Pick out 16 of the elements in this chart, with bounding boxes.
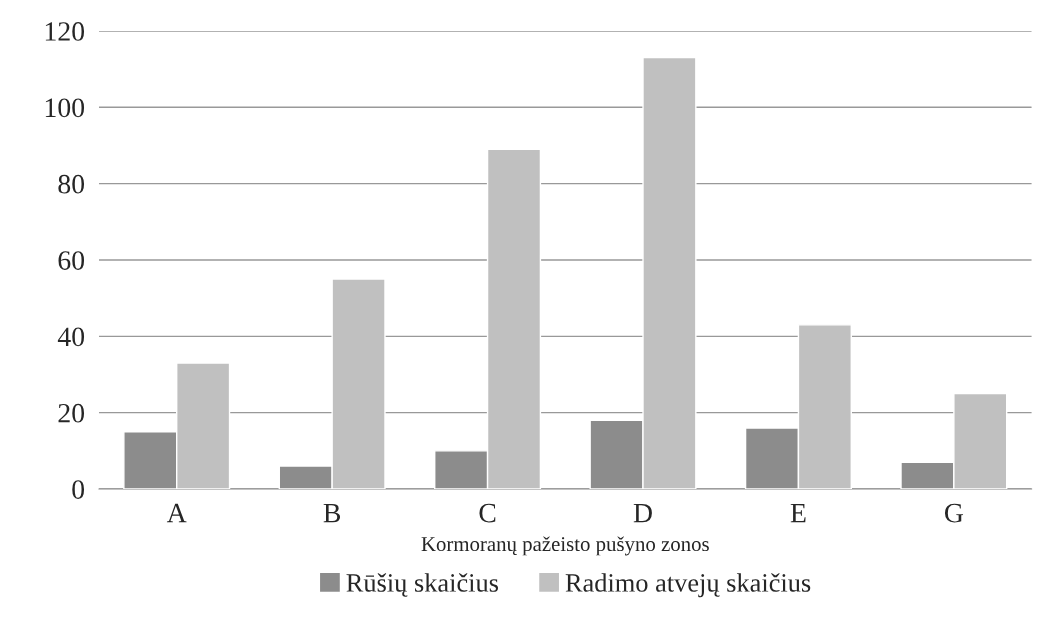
x-tick-label: B	[323, 503, 341, 523]
legend-label: Radimo atvejų skaičius	[565, 573, 811, 598]
y-tick-label: 120	[45, 22, 85, 41]
x-tick-label: D	[633, 503, 652, 523]
y-tick-label: 100	[45, 98, 85, 118]
x-axis-title: Kormoranų pažeisto pušyno zonos	[421, 536, 709, 556]
y-tick-label: 0	[72, 480, 85, 499]
y-tick-label: 80	[58, 174, 85, 194]
legend-label: Rūšių skaičius	[346, 573, 499, 597]
x-tick-label: A	[166, 503, 187, 523]
x-tick-label: E	[790, 503, 806, 523]
y-tick-label: 60	[58, 251, 85, 270]
x-tick-label: G	[944, 503, 964, 523]
y-tick-label: 20	[58, 403, 85, 423]
x-tick-label: C	[479, 503, 496, 523]
y-tick-label: 40	[57, 327, 85, 347]
